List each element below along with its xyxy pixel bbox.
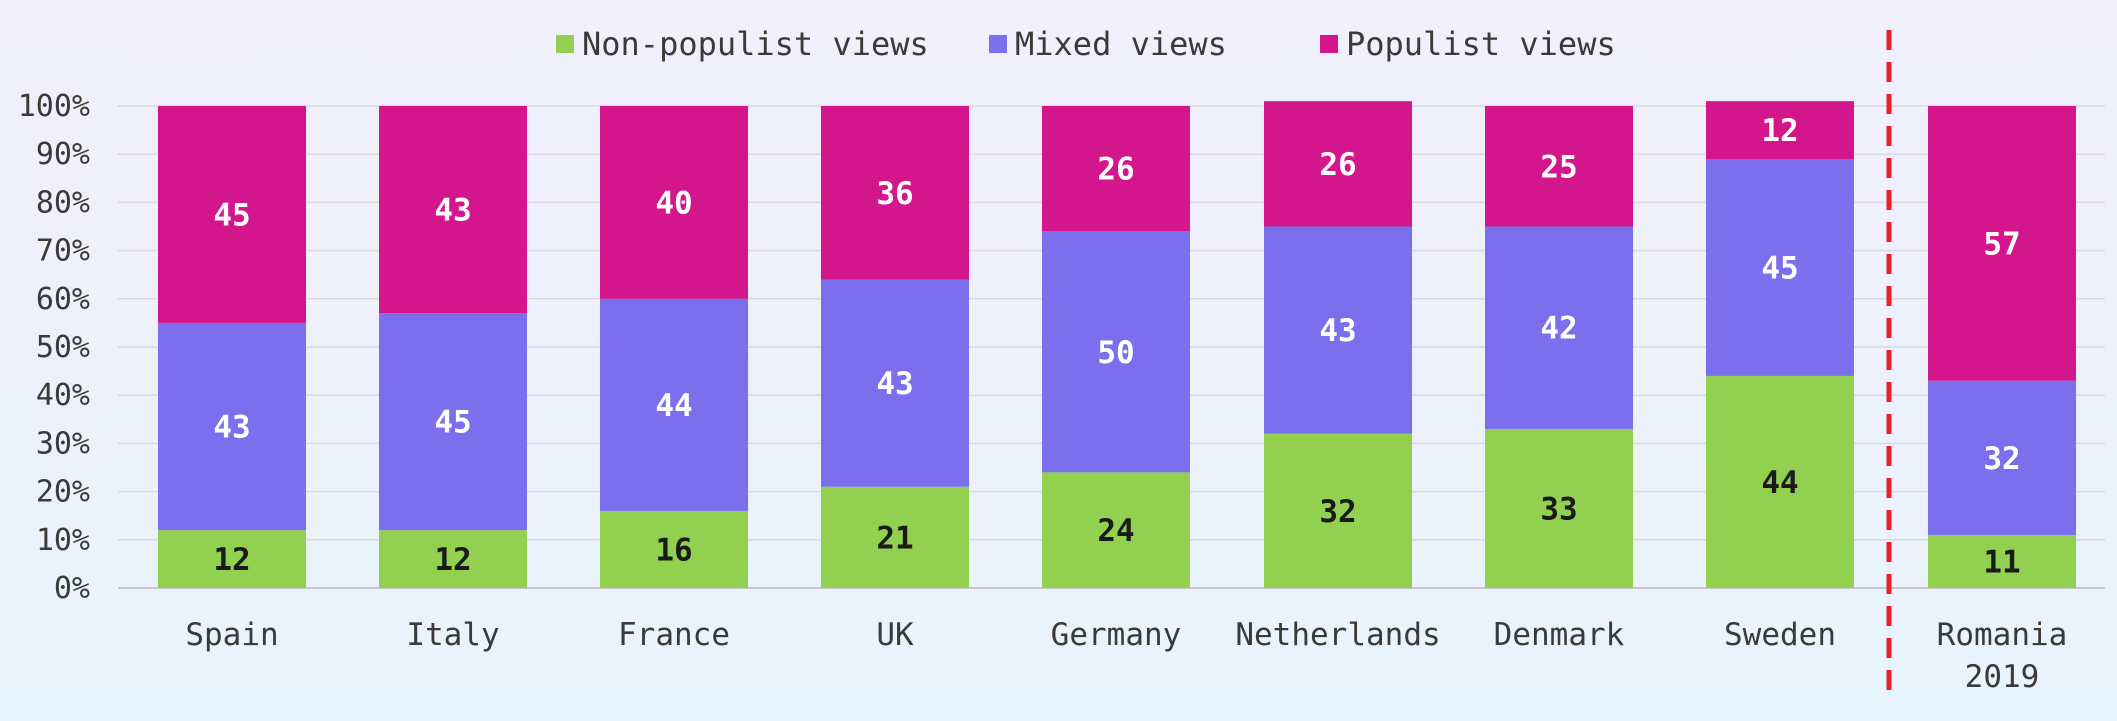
y-tick-label: 10% — [36, 523, 90, 558]
bar-segment — [1042, 472, 1190, 588]
category-label: Sweden — [1724, 617, 1836, 653]
bar-segment — [1264, 226, 1412, 434]
legend-label: Non-populist views — [582, 25, 929, 63]
data-label: 43 — [213, 410, 250, 446]
legend-item: Populist views — [1320, 25, 1616, 63]
category-label: Denmark — [1494, 617, 1625, 653]
data-label: 12 — [1761, 113, 1798, 149]
legend-label: Mixed views — [1015, 25, 1227, 63]
bar-segment — [379, 106, 527, 314]
bar-segment — [821, 106, 969, 280]
bar-segment — [600, 298, 748, 511]
bar-segment — [1485, 106, 1633, 227]
data-label: 32 — [1983, 441, 2020, 477]
y-tick-label: 100% — [18, 89, 90, 124]
bar-segment — [1485, 428, 1633, 588]
bar-segment — [158, 530, 306, 588]
bar-segment — [1928, 380, 2076, 535]
bar-segment — [821, 486, 969, 588]
y-tick-label: 40% — [36, 378, 90, 413]
data-label: 25 — [1540, 149, 1577, 185]
data-label: 33 — [1540, 491, 1577, 527]
data-labels: 12 43 45 12 45 43 16 44 40 21 43 36 24 50 26 32 43 26 33 42… — [213, 113, 2020, 580]
y-tick-label: 60% — [36, 282, 90, 317]
data-label: 43 — [1319, 313, 1356, 349]
category-label: France — [618, 617, 730, 653]
y-tick-label: 50% — [36, 330, 90, 365]
y-tick-label: 0% — [54, 571, 90, 606]
bar-segment — [1706, 159, 1854, 376]
legend-swatch — [989, 35, 1007, 53]
bar-segment — [1042, 106, 1190, 232]
bar-segment — [1264, 433, 1412, 588]
bar-segment — [379, 313, 527, 531]
data-label: 43 — [434, 193, 471, 229]
data-label: 24 — [1097, 513, 1134, 549]
y-axis-ticks: 0% 10% 20% 30% 40% 50% 60% 70% 80% 90% 100% — [18, 89, 90, 606]
legend-swatch — [556, 35, 574, 53]
category-label: 2019 — [1965, 659, 2040, 695]
category-label: Italy — [406, 617, 499, 653]
bar-segment — [600, 510, 748, 588]
bar-segment — [379, 530, 527, 588]
data-label: 16 — [655, 532, 692, 568]
legend-item: Non-populist views — [556, 25, 929, 63]
y-tick-label: 20% — [36, 475, 90, 510]
legend: Non-populist views Mixed views Populist vi… — [556, 25, 1616, 63]
data-label: 45 — [1761, 250, 1798, 286]
data-label: 44 — [655, 388, 692, 424]
data-label: 26 — [1097, 152, 1134, 188]
bar-segment — [1485, 226, 1633, 429]
data-label: 36 — [876, 176, 913, 212]
bar-segment — [1706, 101, 1854, 160]
bar-segment — [1042, 231, 1190, 473]
y-tick-label: 70% — [36, 234, 90, 269]
x-axis-categories: Spain Italy France UK Germany Netherlands Denm… — [185, 617, 2067, 695]
y-tick-label: 30% — [36, 426, 90, 461]
bar-segment — [158, 322, 306, 531]
bar-segment — [1264, 101, 1412, 227]
data-label: 26 — [1319, 147, 1356, 183]
bars — [158, 101, 2076, 588]
legend-item: Mixed views — [989, 25, 1227, 63]
data-label: 32 — [1319, 494, 1356, 530]
data-label: 44 — [1761, 465, 1798, 501]
data-label: 12 — [213, 542, 250, 578]
category-label: Germany — [1051, 617, 1182, 653]
category-label: UK — [876, 617, 914, 653]
bar-segment — [600, 106, 748, 299]
data-label: 21 — [876, 520, 913, 556]
bar-segment — [821, 279, 969, 487]
data-label: 42 — [1540, 311, 1577, 347]
y-tick-label: 80% — [36, 185, 90, 220]
bar-segment — [1928, 106, 2076, 381]
data-label: 45 — [213, 197, 250, 233]
category-label: Netherlands — [1235, 617, 1440, 653]
bar-segment — [1706, 375, 1854, 588]
data-label: 57 — [1983, 226, 2020, 262]
data-label: 12 — [434, 542, 471, 578]
data-label: 43 — [876, 366, 913, 402]
y-tick-label: 90% — [36, 137, 90, 172]
data-label: 45 — [434, 405, 471, 441]
legend-swatch — [1320, 35, 1338, 53]
category-label: Romania — [1937, 617, 2068, 653]
data-label: 11 — [1983, 544, 2020, 580]
data-label: 40 — [655, 185, 692, 221]
category-label: Spain — [185, 617, 278, 653]
legend-label: Populist views — [1346, 25, 1616, 63]
bar-segment — [1928, 534, 2076, 588]
bar-segment — [158, 106, 306, 323]
data-label: 50 — [1097, 335, 1134, 371]
